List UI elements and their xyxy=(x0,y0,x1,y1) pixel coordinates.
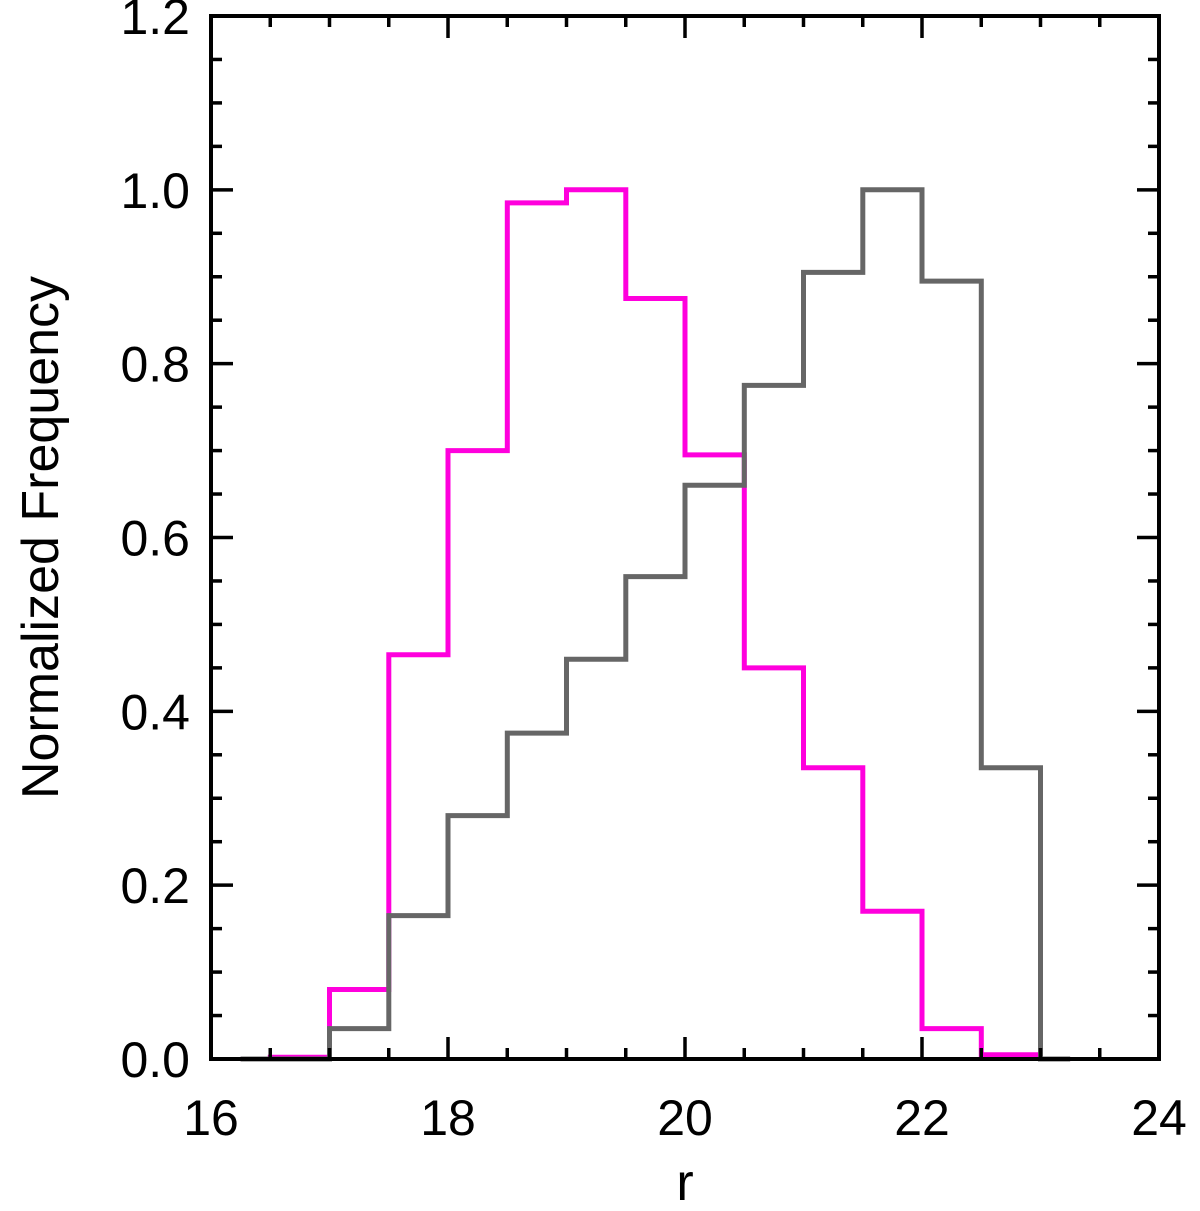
x-tick-label: 16 xyxy=(183,1090,239,1146)
y-tick-label: 0.0 xyxy=(120,1032,190,1088)
y-tick-label: 1.0 xyxy=(120,163,190,219)
series-layer xyxy=(240,187,1071,1062)
y-tick-label: 1.2 xyxy=(120,0,190,45)
x-tick-label: 24 xyxy=(1131,1090,1187,1146)
y-axis-title: Normalized Frequency xyxy=(12,276,70,799)
y-tick-label: 0.6 xyxy=(120,511,190,567)
series-line-1 xyxy=(240,187,1071,1062)
x-tick-label: 18 xyxy=(420,1090,476,1146)
y-tick-label: 0.8 xyxy=(120,337,190,393)
x-axis-title: r xyxy=(676,1154,693,1211)
y-tick-label: 0.4 xyxy=(120,684,190,740)
y-tick-label: 0.2 xyxy=(120,858,190,914)
ticks-layer xyxy=(209,14,1161,1061)
series-line-2 xyxy=(240,187,1071,1062)
x-tick-label: 22 xyxy=(894,1090,950,1146)
x-tick-label: 20 xyxy=(657,1090,713,1146)
labels-layer: 16 18 20 22 24 0.0 0.2 0.4 0.6 0.8 1.0 1.2 xyxy=(120,0,1186,1146)
